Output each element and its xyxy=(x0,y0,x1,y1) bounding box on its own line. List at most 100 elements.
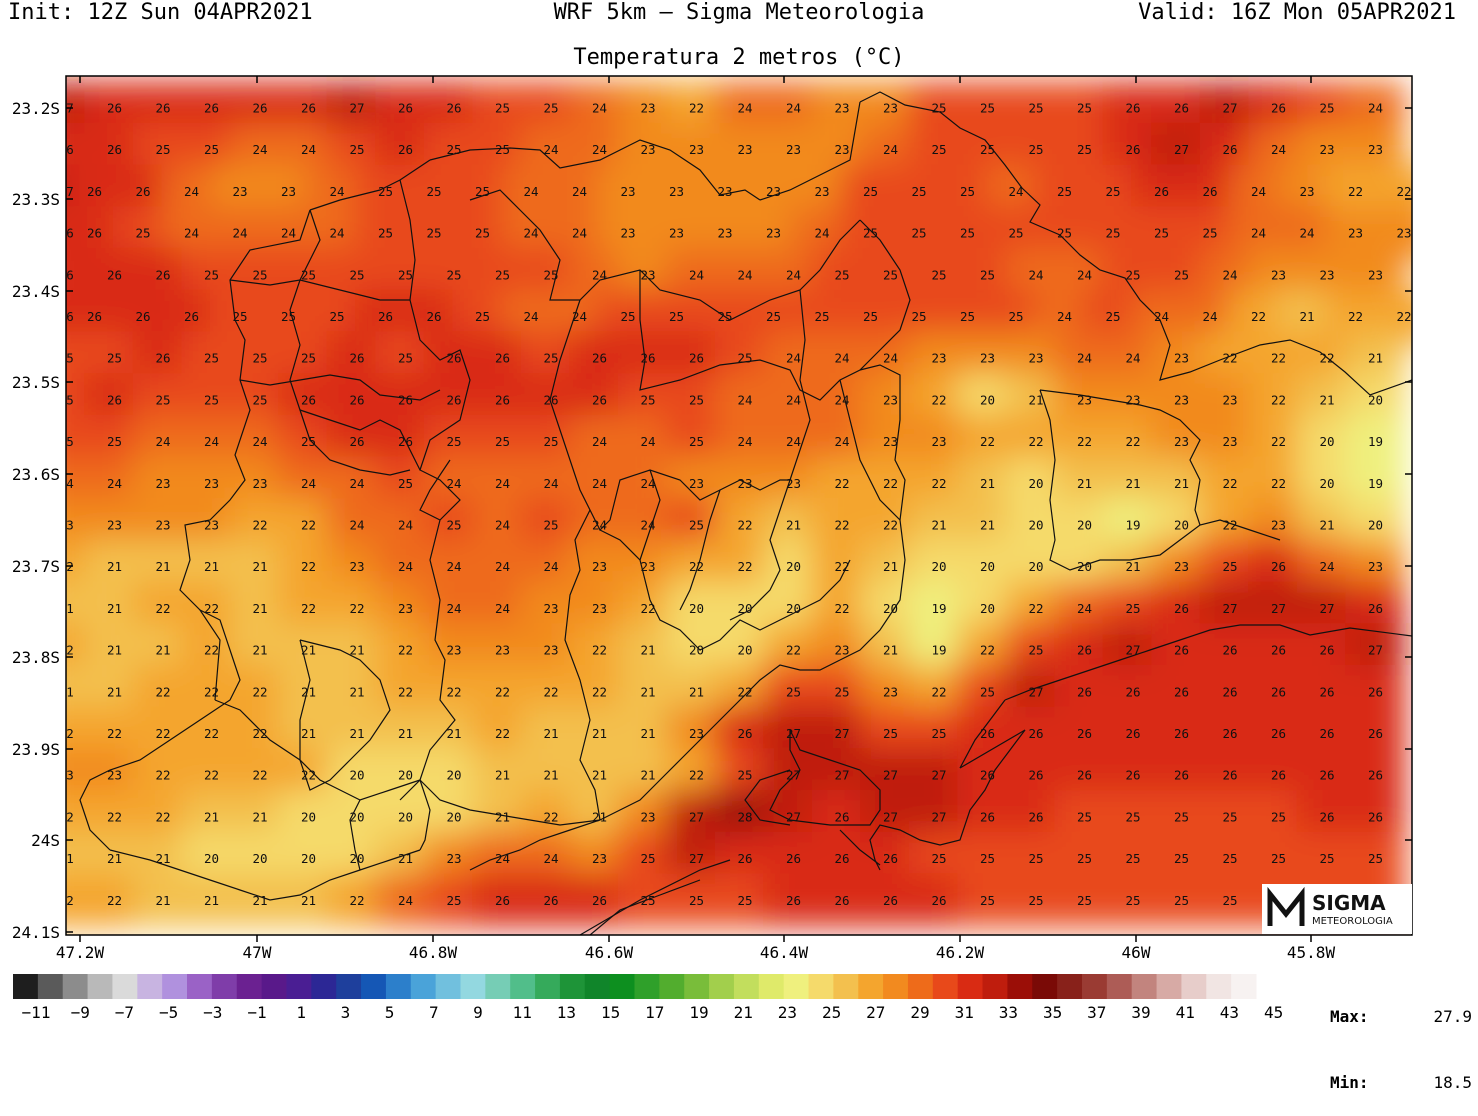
grid-value: 3 xyxy=(66,518,74,533)
grid-value: 26 xyxy=(252,101,267,116)
grid-value: 25 xyxy=(107,351,122,366)
colorbar-swatch xyxy=(435,974,461,999)
colorbar-label: 7 xyxy=(429,1003,439,1020)
grid-value: 25 xyxy=(911,226,926,241)
colorbar-swatch xyxy=(410,974,437,999)
grid-value: 23 xyxy=(689,726,704,741)
grid-value: 26 xyxy=(1028,726,1043,741)
grid-value: 20 xyxy=(689,601,704,616)
grid-value: 23 xyxy=(669,226,684,241)
lon-label: 46.6W xyxy=(585,943,634,962)
grid-value: 22 xyxy=(349,601,364,616)
grid-value: 23 xyxy=(1125,392,1140,407)
grid-value: 27 xyxy=(1174,142,1189,157)
grid-value: 26 xyxy=(1368,726,1383,741)
grid-value: 25 xyxy=(863,226,878,241)
lat-label: 23.2S xyxy=(12,99,60,118)
lat-label: 23.7S xyxy=(12,557,60,576)
grid-value: 22 xyxy=(689,559,704,574)
grid-value: 19 xyxy=(931,601,946,616)
grid-value: 26 xyxy=(1154,184,1169,199)
grid-value: 22 xyxy=(980,434,995,449)
grid-value: 27 xyxy=(786,768,801,783)
grid-value: 23 xyxy=(155,518,170,533)
colorbar-label: −7 xyxy=(115,1003,134,1020)
grid-value: 22 xyxy=(446,684,461,699)
grid-value: 22 xyxy=(1271,476,1286,491)
colorbar-label: 31 xyxy=(955,1003,974,1020)
grid-value: 26 xyxy=(107,392,122,407)
grid-value: 21 xyxy=(301,643,316,658)
grid-value: 24 xyxy=(786,101,801,116)
grid-value: 23 xyxy=(834,101,849,116)
grid-value: 22 xyxy=(204,601,219,616)
grid-value: 23 xyxy=(1319,142,1334,157)
grid-value: 21 xyxy=(204,559,219,574)
grid-value: 25 xyxy=(398,476,413,491)
grid-value: 22 xyxy=(1125,434,1140,449)
grid-value: 26 xyxy=(426,309,441,324)
grid-value: 23 xyxy=(834,142,849,157)
grid-value: 26 xyxy=(1125,726,1140,741)
grid-value: 20 xyxy=(737,601,752,616)
grid-value: 25 xyxy=(543,267,558,282)
grid-value: 22 xyxy=(1396,309,1411,324)
grid-value: 25 xyxy=(814,309,829,324)
grid-value: 24 xyxy=(592,267,607,282)
grid-value: 23 xyxy=(931,351,946,366)
grid-value: 23 xyxy=(252,476,267,491)
grid-value: 22 xyxy=(204,768,219,783)
grid-value: 25 xyxy=(495,434,510,449)
colorbar-swatch xyxy=(833,974,859,999)
colorbar-swatch xyxy=(957,974,984,999)
grid-value: 25 xyxy=(911,184,926,199)
grid-value: 25 xyxy=(1105,309,1120,324)
grid-value: 25 xyxy=(155,392,170,407)
grid-value: 25 xyxy=(378,184,393,199)
grid-value: 21 xyxy=(155,559,170,574)
grid-value: 20 xyxy=(1174,518,1189,533)
grid-value: 23 xyxy=(640,142,655,157)
grid-value: 26 xyxy=(1271,559,1286,574)
grid-value: 28 xyxy=(737,809,752,824)
colorbar-swatch xyxy=(634,974,660,999)
grid-value: 26 xyxy=(495,392,510,407)
grid-value: 22 xyxy=(155,768,170,783)
grid-value: 24 xyxy=(592,476,607,491)
grid-value: 20 xyxy=(1028,476,1043,491)
grid-value: 21 xyxy=(592,809,607,824)
grid-value: 22 xyxy=(1222,518,1237,533)
grid-value: 27 xyxy=(1222,101,1237,116)
grid-value: 25 xyxy=(446,267,461,282)
grid-value: 24 xyxy=(1368,101,1383,116)
colorbar-swatch xyxy=(709,974,735,999)
stats-panel: Max: 27.9 Min: 18.5 xyxy=(1330,962,1472,1116)
grid-value: 24 xyxy=(349,518,364,533)
grid-value: 23 xyxy=(349,559,364,574)
grid-value: 25 xyxy=(737,351,752,366)
grid-value: 25 xyxy=(426,226,441,241)
colorbar-label: 43 xyxy=(1220,1003,1239,1020)
grid-value: 25 xyxy=(446,142,461,157)
grid-value: 21 xyxy=(640,726,655,741)
colorbar-swatch xyxy=(1181,974,1207,999)
grid-value: 23 xyxy=(883,392,898,407)
map-frame xyxy=(65,75,1413,936)
grid-value: 26 xyxy=(1077,768,1092,783)
max-label: Max: xyxy=(1330,1007,1369,1026)
grid-value: 25 xyxy=(931,267,946,282)
grid-value: 21 xyxy=(155,893,170,908)
grid-value: 23 xyxy=(232,184,247,199)
grid-value: 23 xyxy=(204,476,219,491)
grid-value: 26 xyxy=(834,893,849,908)
grid-value: 26 xyxy=(135,184,150,199)
grid-value: 22 xyxy=(301,518,316,533)
grid-value: 21 xyxy=(1319,392,1334,407)
grid-value: 24 xyxy=(814,226,829,241)
min-label: Min: xyxy=(1330,1073,1369,1092)
grid-value: 22 xyxy=(252,518,267,533)
grid-value: 25 xyxy=(349,267,364,282)
grid-value: 26 xyxy=(592,392,607,407)
grid-value: 21 xyxy=(931,518,946,533)
colorbar-swatch xyxy=(1081,974,1108,999)
